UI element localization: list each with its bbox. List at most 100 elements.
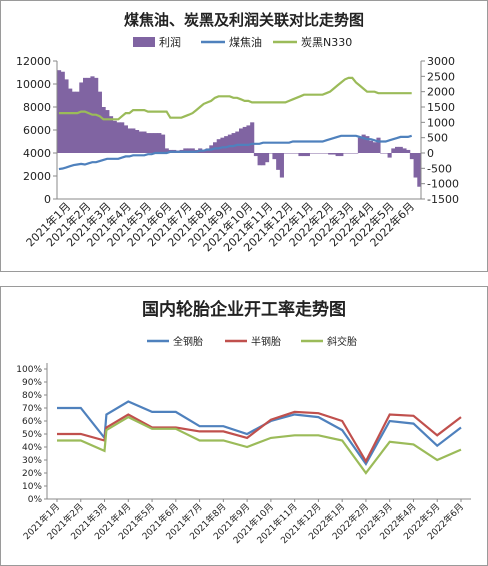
profit-area-bar (127, 128, 132, 153)
profit-area-bar (402, 148, 407, 153)
profit-area-bar (138, 131, 143, 153)
legend-swatch-profit (133, 37, 155, 47)
y-axis-tick-label: 10% (22, 482, 42, 492)
right-axis-tick-label: 2000 (427, 86, 455, 99)
right-axis-tick-label: 3000 (427, 55, 455, 68)
profit-area-bar (109, 116, 114, 153)
profit-area-bar (339, 153, 344, 157)
profit-area-bar (313, 153, 318, 154)
profit-area-bar (135, 130, 140, 153)
profit-area-bar (75, 91, 80, 153)
y-axis-tick-label: 0% (28, 495, 43, 505)
profit-area-bar (164, 148, 169, 153)
profit-area-bar (64, 79, 69, 153)
profit-area-bar (276, 153, 281, 170)
chart-legend: 全钢胎 半钢胎 斜交胎 (147, 335, 357, 348)
profit-area-bar (317, 153, 322, 154)
chart-title: 国内轮胎企业开工率走势图 (142, 299, 346, 320)
left-axis-tick-label: 12000 (16, 55, 51, 68)
profit-area-bar (71, 91, 76, 153)
left-axis-tick-label: 8000 (23, 101, 51, 114)
profit-area-bar (305, 153, 310, 157)
profit-area-bar (231, 133, 236, 153)
profit-area-bar (216, 139, 221, 153)
profit-area-bar (343, 153, 348, 154)
profit-area-bar (380, 153, 385, 154)
profit-area-bar (265, 153, 270, 163)
profit-area-bar (417, 153, 422, 187)
profit-area-bar (309, 153, 314, 154)
profit-area-bar (406, 149, 411, 153)
profit-area-bar (398, 146, 403, 153)
profit-area-bar (372, 142, 377, 153)
right-axis-tick-label: 1500 (427, 101, 455, 114)
profit-area-bar (101, 107, 106, 153)
y-axis-tick-label: 50% (22, 430, 42, 440)
y-axis-tick-label: 90% (22, 378, 42, 388)
profit-area-bar (302, 153, 307, 157)
profit-area-bar (239, 128, 244, 153)
left-axis-tick-label: 10000 (16, 78, 51, 91)
profit-area-bar (369, 140, 374, 153)
y-axis-tick-label: 40% (22, 443, 42, 453)
legend-label-carbon-black: 炭黑N330 (301, 36, 352, 49)
y-axis-tick-label: 80% (22, 391, 42, 401)
profit-area-bar (112, 120, 117, 153)
profit-area-bar (68, 88, 73, 153)
profit-area-bar (246, 125, 251, 153)
right-axis-tick-label: 1000 (427, 116, 455, 129)
coal-tar-line (58, 134, 413, 171)
y-axis-tick-label: 70% (22, 404, 42, 414)
profit-area-bar (86, 77, 91, 153)
bias-line (57, 415, 462, 475)
profit-area-bar (335, 153, 340, 157)
left-axis-tick-label: 0 (44, 193, 51, 206)
right-axis-tick-label: 2500 (427, 70, 455, 83)
profit-area-bar (120, 122, 125, 153)
left-axis-tick-label: 4000 (23, 147, 51, 160)
right-axis-tick-label: 500 (427, 132, 448, 145)
carbon-black-line (58, 76, 412, 121)
profit-area-bar (235, 131, 240, 153)
y-axis-tick-label: 20% (22, 469, 42, 479)
profit-area-bar (153, 133, 158, 153)
legend-label-coal-tar: 煤焦油 (229, 35, 262, 49)
profit-area-bar (261, 153, 266, 166)
profit-area-bar (354, 153, 359, 154)
profit-area-bar (361, 134, 366, 153)
profit-area-bar (116, 122, 121, 153)
profit-area-bar (149, 133, 154, 153)
profit-area-bar (331, 153, 336, 155)
tire-operating-rate-chart: 国内轮胎企业开工率走势图 全钢胎 半钢胎 斜交胎 0% 10% 20% 30% 40% 5… (16, 299, 471, 546)
profit-area-bar (272, 153, 277, 160)
profit-area-bar (220, 137, 225, 153)
profit-area-bar (157, 133, 162, 153)
profit-area-bar (328, 153, 333, 155)
right-axis-tick-label: -500 (427, 162, 452, 175)
profit-area-bar (131, 128, 136, 153)
legend-label-profit: 利润 (159, 35, 181, 49)
profit-price-chart-panel: 煤焦油、炭黑及利润关联对比走势图 利润 煤焦油 炭黑N330 0 2000 4000… (0, 0, 488, 272)
profit-area-bar (97, 91, 102, 153)
profit-area-bar (79, 82, 84, 153)
profit-area-bar (346, 153, 351, 154)
profit-area-bar (409, 153, 414, 160)
profit-area-bar (257, 153, 262, 166)
profit-area-bar (324, 153, 329, 154)
legend-label-all-steel: 全钢胎 (173, 335, 203, 348)
tire-operating-rate-chart-panel: 国内轮胎企业开工率走势图 全钢胎 半钢胎 斜交胎 0% 10% 20% 30% 40% 5… (0, 286, 488, 566)
profit-area-bar (350, 153, 355, 154)
profit-area-bar (146, 133, 151, 153)
profit-area-bar (142, 131, 147, 153)
profit-area-bar (413, 153, 418, 178)
profit-area-bar (227, 134, 232, 153)
profit-area-bar (383, 153, 388, 154)
y-axis-tick-label: 60% (22, 417, 42, 427)
profit-area-bar (224, 136, 229, 153)
right-axis-tick-label: -1000 (427, 178, 459, 191)
profit-area-bar (387, 153, 392, 158)
profit-area-bar (83, 77, 88, 153)
y-axis-tick-label: 30% (22, 456, 42, 466)
chart-title: 煤焦油、炭黑及利润关联对比走势图 (124, 11, 364, 29)
y-axis-tick-label: 100% (16, 365, 42, 375)
